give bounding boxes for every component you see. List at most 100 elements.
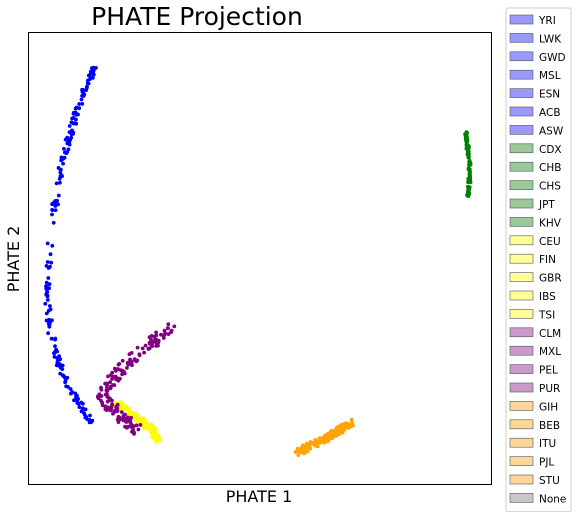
scatter-point [127,406,132,411]
x-axis-label: PHATE 1 [226,487,293,506]
scatter-point [90,418,95,423]
scatter-point [105,394,110,399]
scatter-point [69,391,73,396]
legend-label-pel: PEL [539,365,558,377]
scatter-point [59,155,64,160]
scatter-point [120,358,125,363]
scatter-point [54,363,59,368]
scatter-point [466,190,470,195]
scatter-point [50,208,54,212]
scatter-point [81,406,85,411]
scatter-point [45,241,50,246]
scatter-point [129,415,134,420]
scatter-point [45,260,50,264]
legend-label-mxl: MXL [539,346,561,358]
scatter-point [63,380,67,385]
scatter-point [83,415,88,420]
scatter-point [67,130,72,135]
scatter-point [132,424,136,428]
scatter-point [64,376,68,381]
scatter-point [172,324,177,329]
scatter-point [467,146,471,151]
scatter-point [125,419,130,424]
scatter-point [81,90,86,95]
scatter-point [154,432,159,437]
legend-swatch-ceu [509,235,534,246]
scatter-point [140,346,145,351]
scatter-point [100,403,105,408]
scatter-point [154,341,159,346]
cluster-east-asian [463,130,473,199]
legend-label-itu: ITU [539,438,556,450]
scatter-point [344,421,349,426]
scatter-point [45,298,50,302]
scatter-point [137,417,142,421]
scatter-point [103,407,108,412]
legend-swatch-tsi [509,309,534,319]
scatter-point [120,401,125,406]
scatter-point [467,159,472,164]
scatter-point [81,401,85,406]
scatter-point [108,408,113,413]
scatter-point [105,388,110,393]
scatter-point [105,399,110,404]
scatter-point [120,417,125,421]
plot-frame [28,32,492,485]
scatter-point [327,435,331,439]
scatter-point [131,427,136,432]
scatter-point [51,220,56,225]
legend-swatch-beb [509,419,534,430]
legend-swatch-msl [509,69,534,80]
scatter-point [308,442,312,447]
legend-swatch-chs [509,180,534,190]
scatter-point [147,341,152,346]
scatter-point [43,301,48,306]
chart-title: PHATE Projection [91,2,303,31]
scatter-point [76,397,80,401]
scatter-point [50,202,55,207]
scatter-point [145,422,150,426]
scatter-point [114,369,118,373]
scatter-point [331,429,336,433]
y-axis-label: PHATE 2 [4,226,23,293]
scatter-point [46,331,50,336]
scatter-point [135,420,140,425]
scatter-point [467,168,472,173]
scatter-point [68,387,73,391]
scatter-point [128,357,133,362]
scatter-point [134,411,138,416]
scatter-point [48,252,53,257]
scatter-point [151,435,156,440]
scatter-point [162,328,167,333]
scatter-point [73,106,78,111]
legend-label-msl: MSL [539,70,561,82]
scatter-point [88,77,92,81]
scatter-point [115,417,120,422]
scatter-point [161,336,166,340]
scatter-point [99,387,104,392]
scatter-point [316,441,320,445]
scatter-point [80,102,85,106]
scatter-point [44,280,49,285]
scatter-point [82,411,86,416]
scatter-point [303,450,308,454]
scatter-point [52,351,56,356]
legend-label-pjl: PJL [539,457,554,469]
scatter-point [152,334,157,339]
legend-swatch-pur [509,382,534,393]
scatter-point [115,376,119,381]
legend-label-acb: ACB [539,107,561,119]
scatter-point [300,445,304,450]
scatter-point [149,337,153,342]
legend-label-gwd: GWD [539,52,566,64]
scatter-point [49,260,54,265]
legend-label-lwk: LWK [539,33,562,45]
scatter-point [47,282,52,286]
legend-label-chb: CHB [539,162,561,174]
scatter-point [80,94,84,98]
legend-label-yri: YRI [538,15,556,27]
scatter-point [110,370,115,375]
legend-swatch-jpt [509,198,534,209]
scatter-point [123,412,127,417]
